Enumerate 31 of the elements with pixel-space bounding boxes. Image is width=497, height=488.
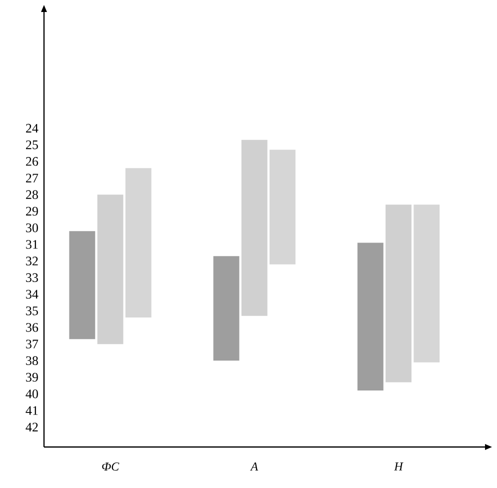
- y-tick-label: 26: [26, 157, 38, 166]
- y-tick-label: 33: [26, 273, 38, 282]
- bar: [97, 194, 124, 344]
- x-tick-label: А: [250, 462, 258, 470]
- bar: [386, 204, 412, 382]
- y-tick-label: 42: [26, 422, 38, 432]
- y-tick-label: 37: [26, 340, 38, 348]
- y-tick-label: 39: [26, 372, 38, 382]
- y-tick-label: 35: [26, 306, 38, 316]
- y-tick-label: 32: [26, 256, 38, 266]
- y-tick-label: 40: [26, 389, 38, 398]
- bar: [357, 242, 384, 391]
- bar: [213, 256, 240, 361]
- bar: [69, 231, 96, 340]
- y-tick-label: 27: [26, 174, 38, 182]
- y-tick-label: 28: [26, 190, 38, 200]
- y-tick-label: 31: [26, 240, 38, 249]
- y-tick-label: 38: [26, 356, 38, 366]
- bar: [125, 168, 152, 318]
- bar: [270, 150, 296, 264]
- y-tick-label: 24: [26, 124, 38, 133]
- y-tick-label: 30: [26, 223, 38, 232]
- bar: [414, 204, 440, 362]
- y-tick-label: 25: [26, 140, 38, 150]
- x-tick-label: Н: [394, 462, 404, 470]
- y-tick-label: 36: [26, 323, 38, 332]
- x-tick-label: ФС: [102, 462, 120, 471]
- y-tick-label: 41: [26, 406, 38, 415]
- y-tick-label: 29: [26, 206, 38, 216]
- y-tick-label: 34: [26, 290, 38, 299]
- bar: [241, 140, 268, 316]
